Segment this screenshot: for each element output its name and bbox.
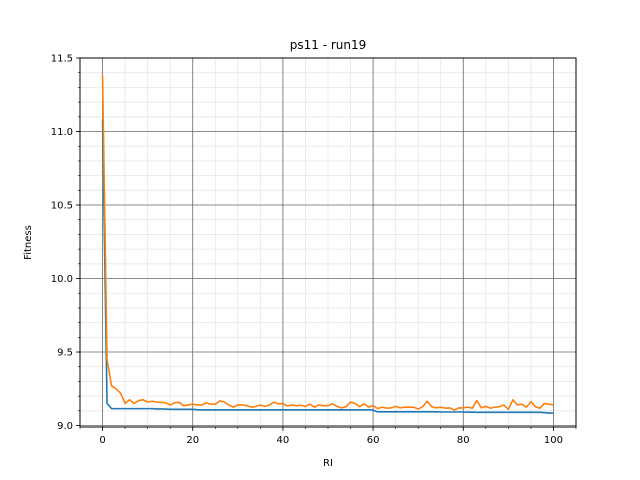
- y-tick-label: 10.5: [51, 201, 73, 212]
- y-tick-label: 11.0: [51, 127, 73, 138]
- x-axis: 0 20 40 60 80 100: [79, 427, 577, 446]
- x-tick-label: 60: [367, 435, 380, 446]
- x-tick-label: 100: [544, 435, 563, 446]
- y-axis: 9.0 9.5 10.0 10.5 11.0 11.5: [51, 54, 80, 432]
- x-tick-label: 40: [277, 435, 290, 446]
- minor-grid: [80, 58, 576, 427]
- series-line-1: [101, 119, 554, 414]
- x-tick-label: 80: [457, 435, 470, 446]
- chart-title: ps11 - run19: [290, 38, 367, 52]
- x-axis-label: RI: [323, 458, 333, 469]
- x-tick-label: 20: [186, 435, 199, 446]
- y-tick-label: 9.0: [57, 421, 73, 432]
- x-tick-label: 0: [99, 435, 105, 446]
- y-axis-label: Fitness: [23, 225, 34, 260]
- y-tick-label: 11.5: [51, 54, 73, 65]
- series-layer: [101, 75, 554, 414]
- y-tick-label: 10.0: [51, 274, 73, 285]
- y-tick-label: 9.5: [57, 348, 73, 359]
- series-line-2: [101, 75, 554, 411]
